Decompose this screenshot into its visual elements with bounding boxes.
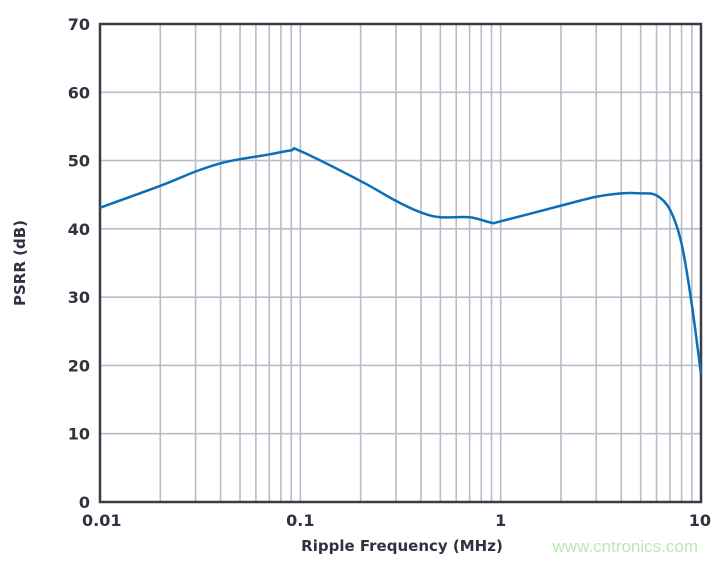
y-axis-label: PSRR (dB) xyxy=(11,220,29,306)
y-tick-label: 40 xyxy=(68,220,90,239)
grid xyxy=(99,23,701,503)
y-tick-label: 20 xyxy=(68,356,90,375)
x-tick-label: 0.01 xyxy=(82,511,121,530)
y-tick-label: 0 xyxy=(79,493,90,512)
x-tick-label: 1 xyxy=(495,511,506,530)
y-tick-label: 10 xyxy=(68,425,90,444)
y-tick-label: 60 xyxy=(68,83,90,102)
y-tick-label: 30 xyxy=(68,288,90,307)
x-axis-label: Ripple Frequency (MHz) xyxy=(301,537,503,555)
series-line xyxy=(99,147,703,375)
y-tick-label: 70 xyxy=(68,15,90,34)
plot-frame xyxy=(98,22,703,504)
y-tick-label: 50 xyxy=(68,152,90,171)
x-tick-label: 10 xyxy=(689,511,711,530)
y-tick-labels: 0 10 20 30 40 50 60 70 xyxy=(68,15,90,512)
x-tick-label: 0.1 xyxy=(286,511,314,530)
watermark: www.cntronics.com xyxy=(552,537,698,556)
x-tick-labels: 0.01 0.1 1 10 xyxy=(82,511,711,530)
